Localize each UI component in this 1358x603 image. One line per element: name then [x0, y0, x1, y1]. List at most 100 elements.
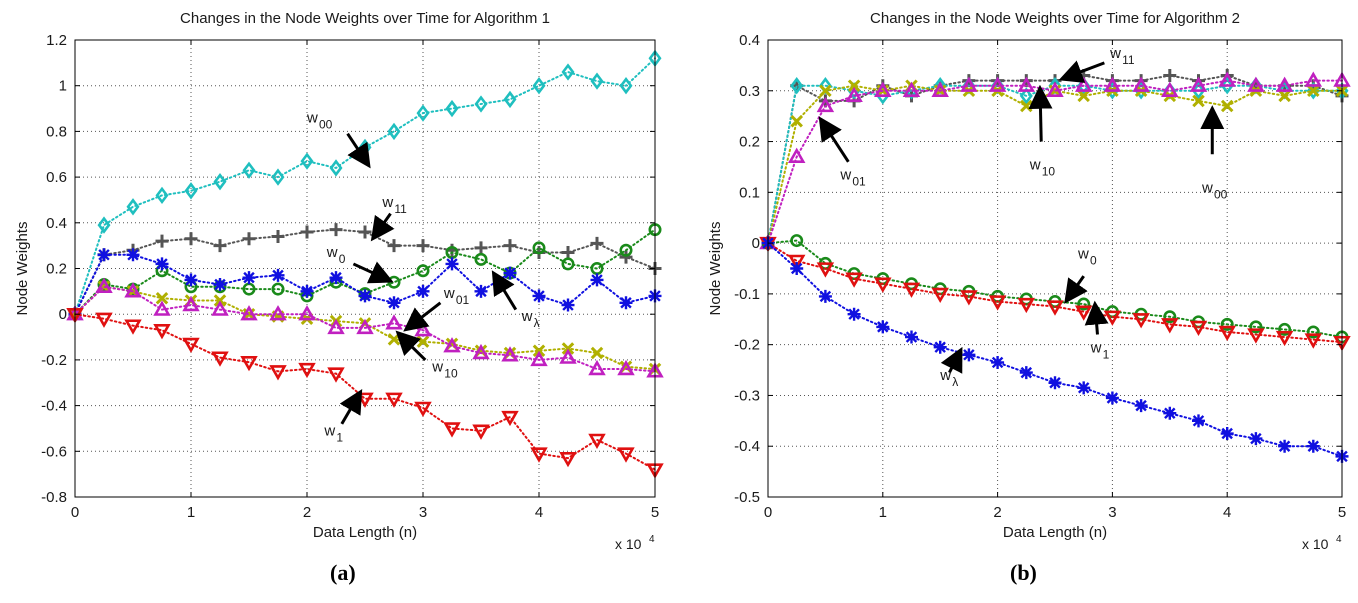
data-point	[298, 362, 316, 379]
data-point	[1304, 333, 1323, 349]
data-point	[1163, 406, 1177, 420]
y-tick-label: 1	[59, 78, 67, 95]
data-point	[358, 289, 372, 303]
data-point	[242, 271, 256, 285]
data-point	[182, 337, 200, 354]
data-point	[1074, 76, 1093, 92]
data-point	[327, 367, 345, 383]
data-point	[443, 422, 461, 438]
data-point	[1189, 76, 1208, 92]
data-point	[1077, 89, 1090, 103]
data-point	[240, 305, 258, 321]
data-point	[155, 186, 169, 205]
data-point	[416, 264, 430, 278]
annotation-subscript: λ	[534, 316, 540, 330]
data-point	[1103, 76, 1122, 92]
y-tick-label: -0.3	[734, 387, 760, 404]
data-point	[95, 312, 113, 328]
data-point	[532, 344, 546, 358]
data-point	[472, 343, 490, 360]
data-point	[590, 236, 604, 250]
series-triangle-down	[759, 236, 1351, 352]
data-point	[501, 346, 519, 362]
series-line	[74, 228, 656, 316]
data-point	[445, 99, 459, 118]
x-multiplier: x 10	[615, 536, 642, 550]
data-point	[931, 81, 949, 97]
annotation-w01: w 01	[403, 285, 470, 332]
data-point	[617, 447, 635, 463]
data-point	[1218, 71, 1236, 87]
data-point	[1192, 94, 1205, 108]
y-tick-label: 0	[59, 306, 67, 323]
data-point	[356, 318, 374, 335]
data-point	[242, 232, 256, 246]
data-point	[902, 81, 921, 97]
data-point	[617, 359, 635, 376]
data-point	[416, 104, 430, 122]
data-point	[271, 230, 285, 244]
x-tick-label: 2	[303, 504, 311, 521]
y-tick-label: 1.2	[46, 32, 67, 49]
data-point	[1077, 381, 1091, 395]
data-point	[387, 296, 401, 310]
data-point	[385, 392, 403, 408]
data-point	[298, 305, 316, 321]
data-point	[1278, 322, 1292, 336]
data-point	[155, 291, 169, 305]
data-point	[845, 86, 863, 103]
data-point	[988, 76, 1007, 92]
data-point	[1105, 391, 1119, 405]
data-point	[1192, 82, 1205, 100]
data-point	[1304, 71, 1323, 87]
annotations: w 11w 01w 10w 00w 0w 1w λ	[818, 45, 1228, 389]
data-point	[876, 320, 890, 334]
data-point	[416, 239, 430, 253]
data-point	[818, 289, 832, 303]
x-tick-label: 3	[419, 504, 427, 521]
axes-box	[767, 39, 1343, 498]
panel-label-b: (b)	[1010, 560, 1037, 585]
y-tick-label: 0.1	[739, 184, 760, 201]
data-point	[1046, 300, 1064, 316]
x-tick-label: 5	[651, 504, 659, 521]
data-point	[902, 282, 921, 298]
annotation-subscript: 00	[319, 117, 333, 131]
data-point	[561, 246, 575, 260]
data-point	[988, 295, 1007, 311]
data-point	[559, 451, 577, 468]
data-point	[474, 95, 488, 113]
series-triangle-up	[66, 277, 664, 378]
data-point	[847, 79, 861, 92]
y-tick-label: 0.3	[739, 83, 760, 100]
y-tick-label: 0.2	[739, 134, 760, 151]
y-tick-label: -0.4	[734, 438, 760, 455]
series-line	[767, 242, 1343, 344]
data-point	[561, 63, 575, 81]
data-point	[501, 410, 519, 427]
data-point	[213, 294, 227, 307]
chart-algorithm-2: 0 1 2 3 4 5-0.5-0.4-0.3-0.2-0.100.10.20.30.4C…	[707, 10, 1351, 550]
data-point	[124, 319, 142, 335]
data-point	[933, 340, 947, 354]
series-line	[74, 285, 656, 373]
annotation-arrow	[1058, 60, 1105, 83]
data-point	[1247, 328, 1265, 344]
annotation-w11: w 11	[1058, 45, 1135, 83]
annotation-arrow	[1028, 84, 1053, 142]
data-point	[1220, 77, 1234, 95]
x-axis-label: Data Length (n)	[313, 524, 417, 541]
annotation-w00: w 00	[306, 109, 371, 169]
annotation-subscript: 00	[1214, 187, 1228, 201]
data-point	[1103, 310, 1122, 326]
data-point	[329, 271, 343, 285]
chart-title: Changes in the Node Weights over Time fo…	[870, 10, 1240, 27]
data-point	[590, 273, 604, 287]
data-point	[300, 225, 314, 239]
data-point	[1189, 320, 1208, 337]
data-point	[155, 234, 169, 248]
annotation-subscript: 10	[1042, 164, 1056, 178]
data-point	[153, 300, 171, 316]
plot-area	[768, 40, 1342, 497]
annotation-w10: w 10	[1028, 84, 1056, 178]
